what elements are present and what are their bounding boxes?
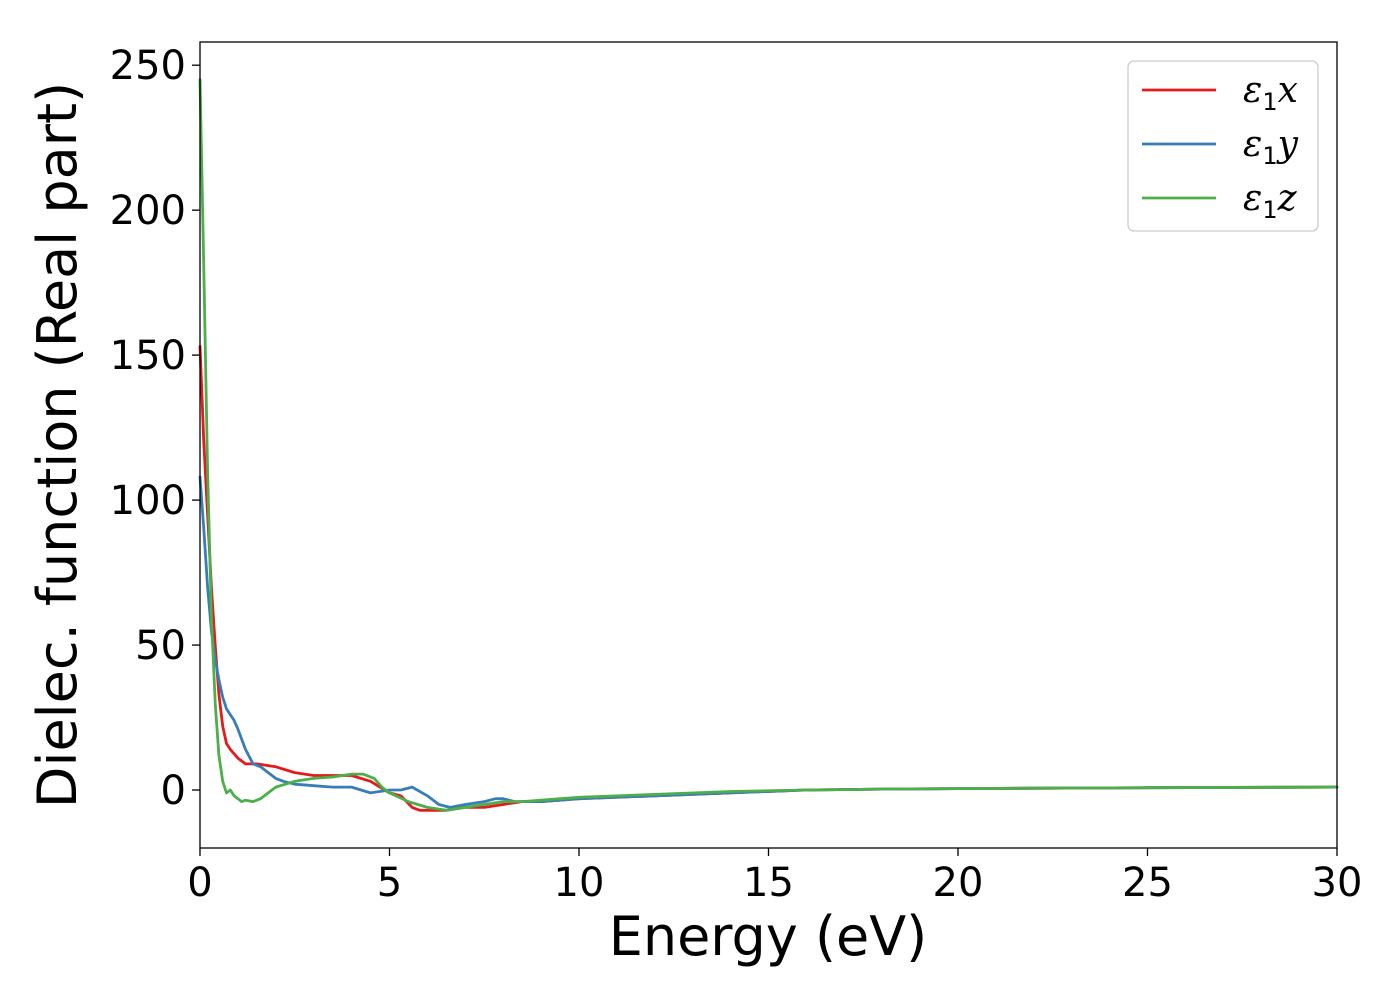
- y-axis-label: Dielec. function (Real part): [26, 82, 89, 808]
- x-tick-label: 5: [377, 860, 402, 906]
- y-tick-label: 50: [135, 623, 186, 669]
- y-tick-label: 0: [161, 768, 186, 814]
- x-tick-label: 0: [187, 860, 212, 906]
- legend-label-z: ε1z: [1243, 178, 1298, 224]
- y-axis: 0 50 100 150 200 250: [110, 43, 200, 814]
- series-line-z: [198, 78, 1339, 812]
- x-tick-label: 25: [1122, 860, 1173, 906]
- legend: ε1x ε1y ε1z: [1127, 60, 1319, 232]
- x-tick-label: 30: [1312, 860, 1363, 906]
- y-tick-label: 100: [110, 478, 186, 524]
- x-tick-label: 15: [743, 860, 794, 906]
- series-layer: [198, 78, 1339, 812]
- legend-label-x: ε1x: [1243, 70, 1298, 116]
- legend-box: [1127, 60, 1319, 232]
- y-tick-label: 200: [110, 188, 186, 234]
- x-axis-label: Energy (eV): [609, 905, 928, 968]
- x-axis: 0 5 10 15 20 25 30: [187, 848, 1362, 906]
- y-tick-label: 250: [110, 43, 186, 89]
- x-tick-label: 20: [933, 860, 984, 906]
- legend-label-y: ε1y: [1243, 124, 1299, 170]
- x-tick-label: 10: [554, 860, 605, 906]
- y-tick-label: 150: [110, 333, 186, 379]
